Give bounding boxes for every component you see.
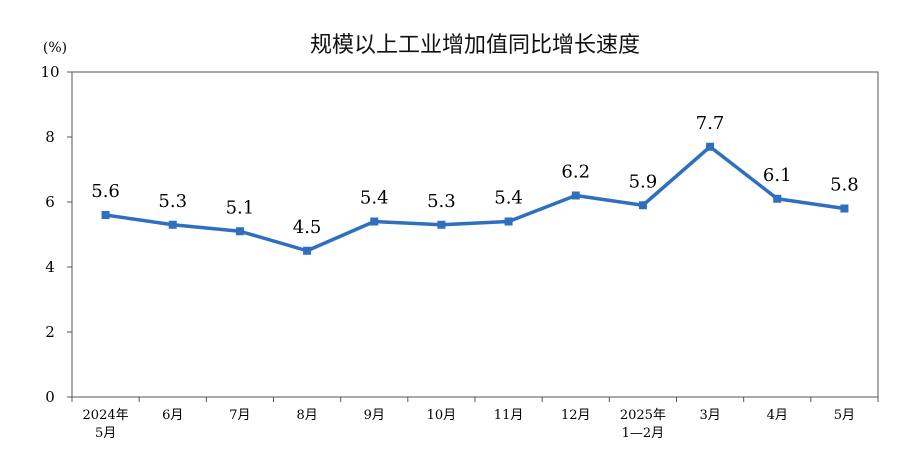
data-point-marker (571, 191, 580, 200)
data-point-marker (773, 194, 782, 203)
data-point-marker (168, 220, 177, 229)
plot-frame (71, 71, 879, 398)
data-label: 6.1 (763, 165, 792, 186)
data-label: 4.5 (293, 217, 322, 238)
y-tick-label: 2 (45, 323, 55, 341)
y-tick-label: 4 (45, 258, 55, 276)
chart-title: 规模以上工业增加值同比增长速度 (310, 33, 640, 58)
y-tick-label: 8 (45, 128, 55, 146)
data-point-marker (370, 217, 379, 226)
data-point-marker (840, 204, 849, 213)
x-category-label: 5月 (834, 408, 855, 423)
data-label: 5.3 (158, 191, 187, 212)
x-category-label: 9月 (364, 408, 385, 423)
x-category-label: 2024年 (83, 408, 129, 423)
x-category-label: 10月 (427, 408, 457, 423)
data-label: 7.7 (696, 113, 725, 134)
series-line (105, 145, 845, 253)
data-point-marker (638, 201, 647, 210)
y-tick-label: 0 (45, 388, 55, 406)
x-category-label: 12月 (561, 408, 591, 423)
data-label: 6.2 (561, 162, 590, 183)
x-category-label: 8月 (296, 408, 317, 423)
x-category-label: 7月 (229, 408, 250, 423)
data-label: 5.3 (427, 191, 456, 212)
data-label: 5.6 (91, 181, 120, 202)
data-label: 5.4 (360, 188, 389, 209)
x-category-label: 3月 (699, 408, 720, 423)
data-label: 5.1 (226, 197, 255, 218)
x-category-label: 11月 (494, 408, 524, 423)
y-axis-unit: (%) (43, 40, 67, 56)
data-point-marker (504, 217, 513, 226)
x-category-label: 1—2月 (622, 426, 665, 441)
y-tick-label: 6 (45, 193, 55, 211)
x-category-label: 6月 (162, 408, 183, 423)
data-label: 5.9 (629, 171, 658, 192)
x-category-label: 4月 (767, 408, 788, 423)
data-point-marker (101, 211, 110, 219)
data-point-marker (706, 142, 715, 151)
data-point-marker (303, 246, 312, 255)
x-category-label: 5月 (95, 426, 116, 441)
data-point-marker (437, 220, 446, 229)
data-label: 5.8 (830, 175, 859, 196)
data-point-marker (235, 227, 244, 236)
data-label: 5.4 (494, 188, 523, 209)
x-category-label: 2025年 (620, 408, 666, 423)
y-tick-label: 10 (40, 63, 59, 81)
